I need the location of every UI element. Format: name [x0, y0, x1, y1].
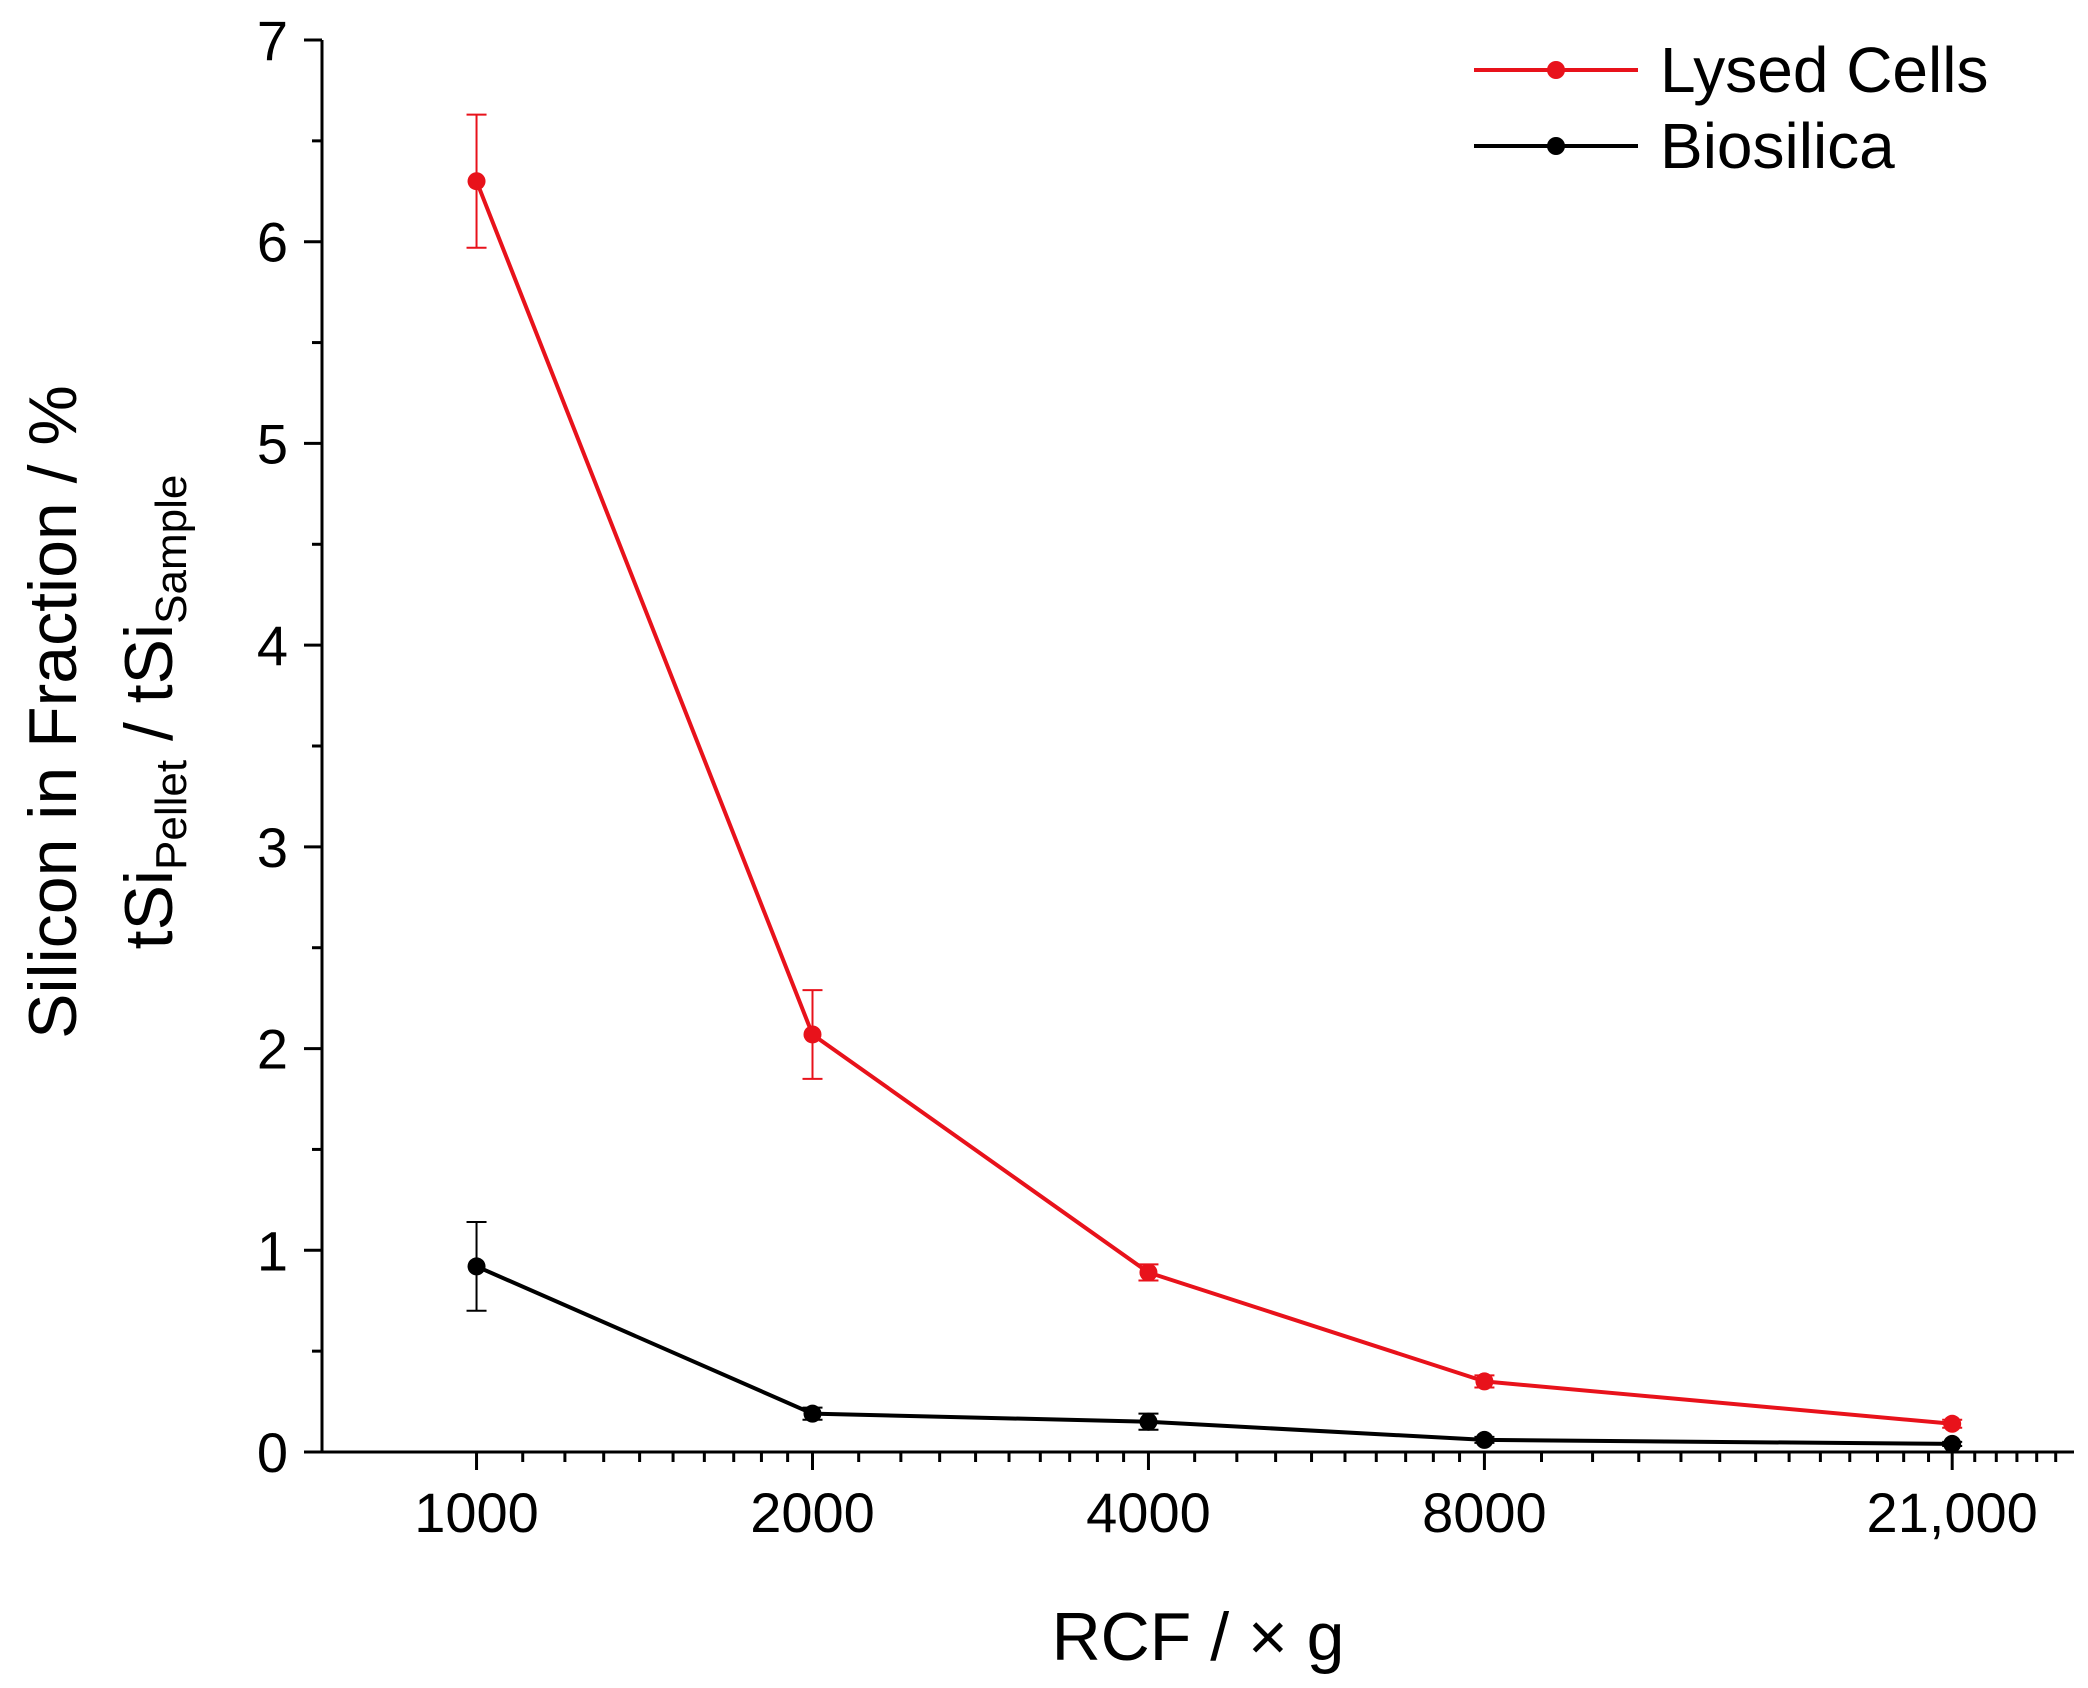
data-point-biosilica — [1139, 1412, 1158, 1431]
data-point-biosilica — [1475, 1430, 1494, 1449]
y-axis-title-2-group: tSiPellet / tSiSample — [111, 475, 196, 950]
x-tick-label: 4000 — [1086, 1481, 1211, 1544]
y-tick-label: 0 — [257, 1421, 288, 1484]
legend-marker-lysed-cells — [1547, 61, 1565, 79]
y-axis-title-part: tSi — [111, 870, 187, 949]
y-tick-label: 5 — [257, 412, 288, 475]
series-line-lysed-cells — [474, 180, 1953, 1426]
legend-label-lysed-cells: Lysed Cells — [1660, 34, 1988, 106]
y-axis-title-line2: tSiPellet / tSiSample — [111, 475, 196, 950]
data-point-lysed-cells — [1139, 1263, 1158, 1282]
data-point-lysed-cells — [1475, 1372, 1494, 1391]
y-tick-label: 3 — [257, 816, 288, 879]
data-point-lysed-cells — [803, 1025, 822, 1044]
y-tick-label: 2 — [257, 1018, 288, 1081]
x-tick-label: 1000 — [414, 1481, 539, 1544]
data-point-biosilica — [803, 1404, 822, 1423]
y-tick-label: 1 — [257, 1219, 288, 1282]
labels-layer: RCF / × g Silicon in Fraction / % tSiPel… — [15, 385, 1344, 1675]
series-lysed-cells — [466, 113, 1963, 1433]
series-biosilica — [466, 1221, 1963, 1453]
data-point-biosilica — [467, 1257, 486, 1276]
legend-label-biosilica: Biosilica — [1660, 110, 1895, 182]
x-axis-title: RCF / × g — [1052, 1599, 1345, 1675]
y-axis-title-part: / tSi — [111, 624, 187, 760]
series-layer — [466, 113, 1963, 1453]
data-point-lysed-cells — [467, 172, 486, 191]
legend-marker-biosilica — [1547, 137, 1565, 155]
y-axis-title-line1: Silicon in Fraction / % — [15, 385, 91, 1039]
data-point-lysed-cells — [1943, 1414, 1962, 1433]
y-axis-title-1-group: Silicon in Fraction / % — [15, 385, 91, 1039]
y-tick-label: 4 — [257, 614, 288, 677]
x-tick-label: 2000 — [750, 1481, 875, 1544]
y-tick-label: 6 — [257, 211, 288, 274]
y-tick-label: 7 — [257, 9, 288, 72]
axes-layer: 0 1 2 3 4 5 6 7 1000 2000 4000 8000 21,000 — [257, 9, 2074, 1544]
x-tick-label: 21,000 — [1867, 1481, 2038, 1544]
y-axis-title-subscript: Sample — [147, 475, 196, 624]
data-point-biosilica — [1943, 1434, 1962, 1453]
x-tick-label: 8000 — [1422, 1481, 1547, 1544]
y-axis-title-subscript: Pellet — [147, 760, 196, 870]
